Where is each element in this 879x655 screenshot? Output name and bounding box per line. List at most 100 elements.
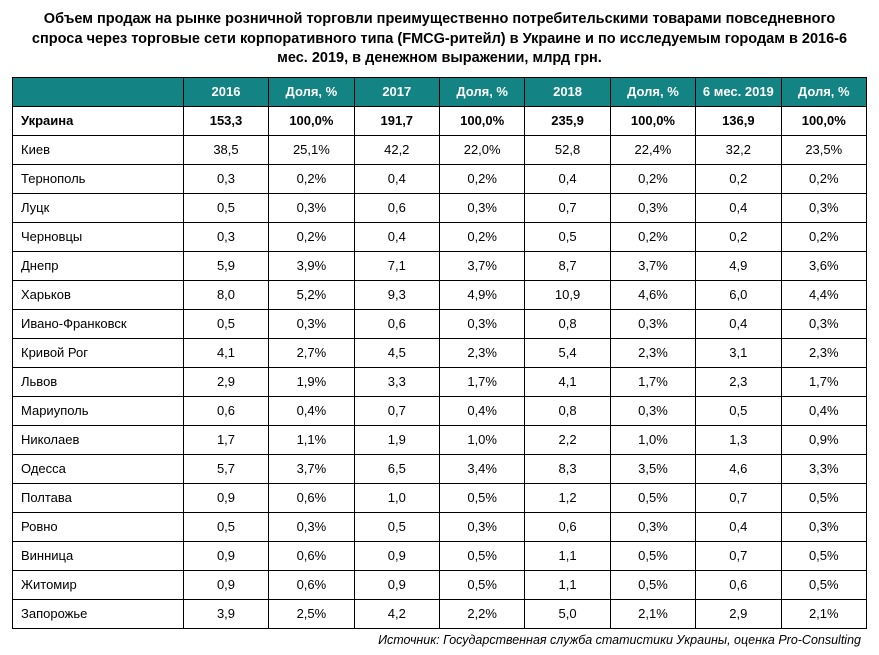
table-cell: 0,6 xyxy=(696,570,781,599)
table-cell: 100,0% xyxy=(269,106,354,135)
table-cell: 100,0% xyxy=(781,106,866,135)
table-cell: 5,9 xyxy=(183,251,268,280)
table-cell: 0,7 xyxy=(354,396,439,425)
table-cell: 0,8 xyxy=(525,309,610,338)
table-cell: 0,3% xyxy=(439,193,524,222)
table-row: Запорожье3,92,5%4,22,2%5,02,1%2,92,1% xyxy=(13,599,867,628)
table-cell: 4,2 xyxy=(354,599,439,628)
table-cell: 1,3 xyxy=(696,425,781,454)
source-note: Источник: Государственная служба статист… xyxy=(12,633,867,647)
row-label: Ивано-Франковск xyxy=(13,309,184,338)
table-row: Львов2,91,9%3,31,7%4,11,7%2,31,7% xyxy=(13,367,867,396)
row-label: Львов xyxy=(13,367,184,396)
table-cell: 0,5% xyxy=(439,541,524,570)
table-cell: 6,5 xyxy=(354,454,439,483)
table-cell: 0,2% xyxy=(781,164,866,193)
col-header-share-2018: Доля, % xyxy=(610,77,695,106)
table-cell: 38,5 xyxy=(183,135,268,164)
row-label: Ровно xyxy=(13,512,184,541)
table-cell: 0,6% xyxy=(269,483,354,512)
table-cell: 2,2 xyxy=(525,425,610,454)
table-cell: 2,3% xyxy=(439,338,524,367)
table-row: Кривой Рог4,12,7%4,52,3%5,42,3%3,12,3% xyxy=(13,338,867,367)
table-cell: 0,2% xyxy=(610,164,695,193)
table-row: Одесса5,73,7%6,53,4%8,33,5%4,63,3% xyxy=(13,454,867,483)
table-cell: 3,7% xyxy=(439,251,524,280)
table-cell: 0,3% xyxy=(610,309,695,338)
table-cell: 2,1% xyxy=(610,599,695,628)
table-cell: 0,5% xyxy=(781,541,866,570)
row-label: Луцк xyxy=(13,193,184,222)
table-cell: 0,9 xyxy=(354,541,439,570)
table-cell: 2,3% xyxy=(781,338,866,367)
row-label: Полтава xyxy=(13,483,184,512)
table-cell: 0,2% xyxy=(269,222,354,251)
table-cell: 3,4% xyxy=(439,454,524,483)
table-row: Ивано-Франковск0,50,3%0,60,3%0,80,3%0,40… xyxy=(13,309,867,338)
table-cell: 0,6% xyxy=(269,541,354,570)
table-cell: 0,6 xyxy=(183,396,268,425)
table-cell: 1,1 xyxy=(525,541,610,570)
table-cell: 3,3% xyxy=(781,454,866,483)
table-row: Днепр5,93,9%7,13,7%8,73,7%4,93,6% xyxy=(13,251,867,280)
table-cell: 0,8 xyxy=(525,396,610,425)
table-cell: 0,2% xyxy=(610,222,695,251)
table-cell: 100,0% xyxy=(439,106,524,135)
table-cell: 0,3% xyxy=(781,512,866,541)
col-header-2017: 2017 xyxy=(354,77,439,106)
table-cell: 0,4 xyxy=(354,222,439,251)
table-cell: 2,7% xyxy=(269,338,354,367)
row-label: Мариуполь xyxy=(13,396,184,425)
table-cell: 3,9 xyxy=(183,599,268,628)
table-cell: 1,9 xyxy=(354,425,439,454)
table-cell: 0,6% xyxy=(269,570,354,599)
table-cell: 235,9 xyxy=(525,106,610,135)
table-cell: 0,3% xyxy=(269,193,354,222)
table-cell: 0,6 xyxy=(525,512,610,541)
table-cell: 3,3 xyxy=(354,367,439,396)
table-cell: 0,3% xyxy=(439,309,524,338)
table-cell: 0,5% xyxy=(781,570,866,599)
table-cell: 0,2 xyxy=(696,164,781,193)
table-cell: 2,3% xyxy=(610,338,695,367)
table-cell: 0,5% xyxy=(610,483,695,512)
table-row: Ровно0,50,3%0,50,3%0,60,3%0,40,3% xyxy=(13,512,867,541)
table-cell: 0,4 xyxy=(696,309,781,338)
table-cell: 22,4% xyxy=(610,135,695,164)
table-cell: 3,9% xyxy=(269,251,354,280)
table-cell: 2,9 xyxy=(183,367,268,396)
table-cell: 0,3% xyxy=(610,396,695,425)
table-cell: 0,7 xyxy=(696,483,781,512)
table-row: Тернополь0,30,2%0,40,2%0,40,2%0,20,2% xyxy=(13,164,867,193)
table-cell: 0,2 xyxy=(696,222,781,251)
table-cell: 0,3 xyxy=(183,222,268,251)
table-cell: 2,9 xyxy=(696,599,781,628)
table-cell: 5,2% xyxy=(269,280,354,309)
table-cell: 7,1 xyxy=(354,251,439,280)
table-cell: 0,9 xyxy=(354,570,439,599)
table-cell: 0,5 xyxy=(183,193,268,222)
table-cell: 0,4 xyxy=(696,512,781,541)
table-cell: 1,7 xyxy=(183,425,268,454)
row-label: Украина xyxy=(13,106,184,135)
table-cell: 0,5% xyxy=(610,541,695,570)
table-cell: 0,5% xyxy=(439,570,524,599)
table-cell: 0,9% xyxy=(781,425,866,454)
table-cell: 1,7% xyxy=(610,367,695,396)
table-cell: 8,3 xyxy=(525,454,610,483)
table-cell: 3,5% xyxy=(610,454,695,483)
table-cell: 0,4 xyxy=(525,164,610,193)
table-cell: 4,6% xyxy=(610,280,695,309)
table-cell: 0,5 xyxy=(183,512,268,541)
row-label: Одесса xyxy=(13,454,184,483)
table-cell: 23,5% xyxy=(781,135,866,164)
table-cell: 0,6 xyxy=(354,309,439,338)
table-cell: 5,7 xyxy=(183,454,268,483)
row-label: Кривой Рог xyxy=(13,338,184,367)
table-cell: 0,5 xyxy=(696,396,781,425)
row-label: Винница xyxy=(13,541,184,570)
row-label: Харьков xyxy=(13,280,184,309)
table-cell: 3,1 xyxy=(696,338,781,367)
table-cell: 4,6 xyxy=(696,454,781,483)
table-cell: 3,6% xyxy=(781,251,866,280)
